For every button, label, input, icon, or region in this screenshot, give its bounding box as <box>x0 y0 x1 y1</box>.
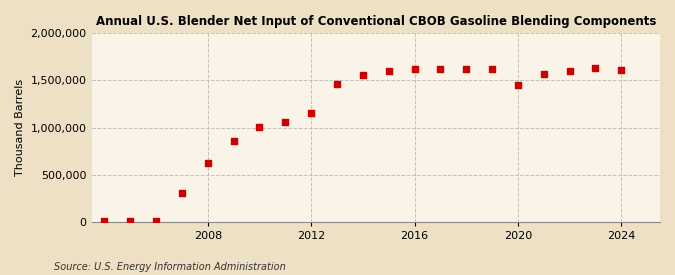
Point <box>435 67 446 71</box>
Y-axis label: Thousand Barrels: Thousand Barrels <box>15 79 25 176</box>
Point <box>539 72 549 76</box>
Point <box>99 219 110 224</box>
Point <box>358 73 369 77</box>
Point <box>125 219 136 223</box>
Point <box>590 66 601 70</box>
Point <box>306 111 317 115</box>
Point <box>512 83 523 87</box>
Point <box>564 69 575 73</box>
Point <box>383 69 394 73</box>
Point <box>487 67 497 71</box>
Text: Source: U.S. Energy Information Administration: Source: U.S. Energy Information Administ… <box>54 262 286 271</box>
Point <box>151 218 161 223</box>
Point <box>202 161 213 166</box>
Point <box>616 68 626 72</box>
Point <box>331 82 342 86</box>
Point <box>228 139 239 143</box>
Point <box>177 190 188 195</box>
Title: Annual U.S. Blender Net Input of Conventional CBOB Gasoline Blending Components: Annual U.S. Blender Net Input of Convent… <box>96 15 656 28</box>
Point <box>280 120 291 124</box>
Point <box>461 67 472 71</box>
Point <box>254 124 265 129</box>
Point <box>409 67 420 71</box>
